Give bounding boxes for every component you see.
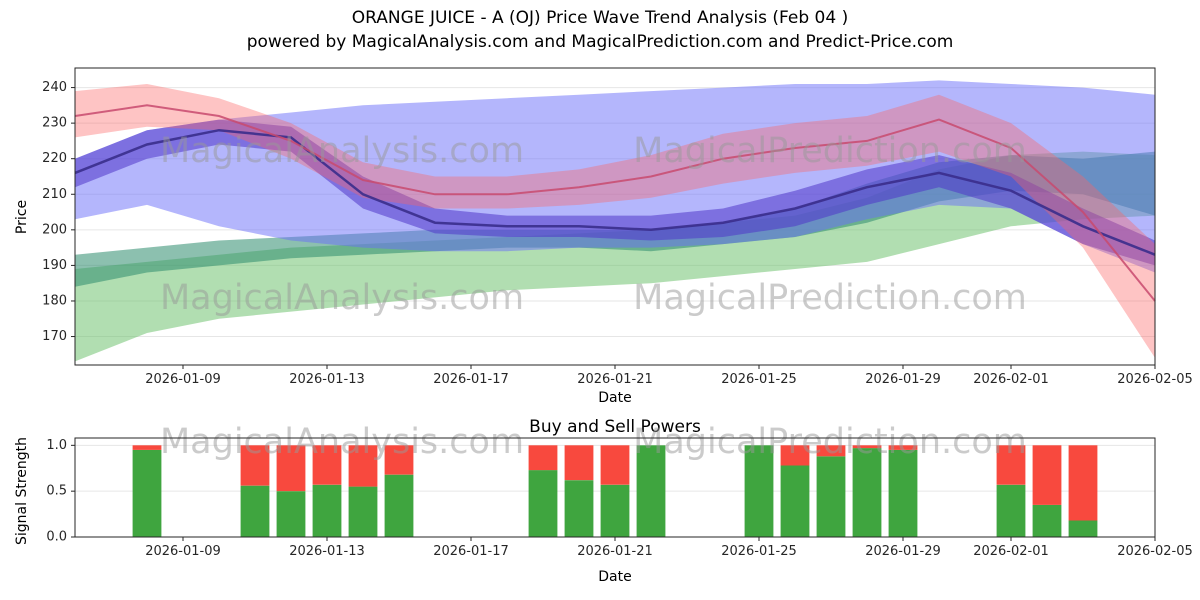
x-tick-label: 2026-02-01 bbox=[973, 372, 1049, 387]
buy-bar bbox=[312, 484, 342, 538]
x-tick-label: 2026-01-25 bbox=[721, 372, 797, 387]
sell-bar bbox=[132, 445, 162, 450]
y-tick-label: 220 bbox=[42, 151, 67, 166]
date-axis-label-top: Date bbox=[598, 390, 632, 406]
x-tick-label: 2026-02-01 bbox=[973, 544, 1049, 559]
buy-bar bbox=[600, 484, 630, 538]
x-tick-label: 2026-01-17 bbox=[433, 544, 509, 559]
watermark-prediction: MagicalPrediction.com bbox=[633, 131, 1027, 171]
buy-bar bbox=[528, 470, 558, 537]
sell-bar bbox=[348, 445, 378, 487]
sell-bar bbox=[816, 445, 846, 457]
purple-trend-line bbox=[74, 128, 1156, 256]
buy-bar bbox=[888, 449, 918, 537]
red-resistance-band bbox=[75, 84, 1155, 358]
y-tick-label: 0.5 bbox=[46, 484, 67, 499]
sell-bar bbox=[780, 445, 810, 466]
x-tick-label: 2026-01-17 bbox=[433, 372, 509, 387]
x-tick-label: 2026-01-13 bbox=[289, 372, 365, 387]
y-tick-label: 210 bbox=[42, 187, 67, 202]
x-tick-label: 2026-01-09 bbox=[145, 372, 221, 387]
watermark-analysis: MagicalAnalysis.com bbox=[160, 278, 524, 318]
date-axis-label-bottom: Date bbox=[598, 569, 632, 585]
x-tick-label: 2026-01-09 bbox=[145, 544, 221, 559]
watermark-prediction: MagicalPrediction.com bbox=[633, 278, 1027, 318]
buy-bar bbox=[132, 449, 162, 537]
y-tick-label: 170 bbox=[42, 329, 67, 344]
buy-bar bbox=[996, 484, 1026, 538]
y-tick-label: 190 bbox=[42, 258, 67, 273]
x-tick-label: 2026-01-13 bbox=[289, 544, 365, 559]
blue-forecast-band bbox=[75, 80, 1155, 273]
buy-bar bbox=[636, 445, 666, 537]
signal-chart-title: Buy and Sell Powers bbox=[529, 417, 701, 437]
y-tick-label: 180 bbox=[42, 293, 67, 308]
chart-title: ORANGE JUICE - A (OJ) Price Wave Trend A… bbox=[351, 8, 849, 28]
sell-bar bbox=[996, 445, 1026, 485]
buy-bar bbox=[852, 448, 882, 537]
sell-bar bbox=[312, 445, 342, 485]
y-tick-label: 240 bbox=[42, 80, 67, 95]
x-tick-label: 2026-02-05 bbox=[1117, 544, 1193, 559]
buy-bar bbox=[744, 445, 774, 537]
watermark-prediction: MagicalPrediction.com bbox=[633, 422, 1027, 462]
buy-bar bbox=[240, 485, 270, 537]
watermark-analysis: MagicalAnalysis.com bbox=[160, 422, 524, 462]
x-tick-label: 2026-01-29 bbox=[865, 372, 941, 387]
x-tick-label: 2026-01-21 bbox=[577, 372, 653, 387]
sell-bar bbox=[600, 445, 630, 485]
sell-bar bbox=[384, 445, 414, 475]
y-tick-label: 230 bbox=[42, 116, 67, 131]
buy-bar bbox=[348, 486, 378, 537]
purple-wave-band bbox=[75, 119, 1155, 266]
price-chart: MagicalAnalysis.com MagicalPrediction.com… bbox=[42, 67, 1193, 387]
buy-bar bbox=[384, 474, 414, 537]
x-tick-label: 2026-01-25 bbox=[721, 544, 797, 559]
buy-bar bbox=[780, 465, 810, 537]
crimson-trend-line bbox=[74, 104, 1156, 302]
buy-bar bbox=[1032, 504, 1062, 537]
sell-bar bbox=[276, 445, 306, 492]
sell-bar bbox=[240, 445, 270, 486]
buy-bar bbox=[276, 491, 306, 537]
x-tick-label: 2026-01-21 bbox=[577, 544, 653, 559]
y-tick-label: 1.0 bbox=[46, 438, 67, 453]
x-tick-label: 2026-02-05 bbox=[1117, 372, 1193, 387]
watermark-analysis: MagicalAnalysis.com bbox=[160, 131, 524, 171]
sell-bar bbox=[528, 445, 558, 471]
y-tick-label: 200 bbox=[42, 222, 67, 237]
x-tick-label: 2026-01-29 bbox=[865, 544, 941, 559]
buy-bar bbox=[1068, 520, 1098, 537]
sell-bar bbox=[1068, 445, 1098, 521]
sell-bar bbox=[852, 445, 882, 449]
sell-bar bbox=[888, 445, 918, 450]
y-tick-label: 0.0 bbox=[46, 530, 67, 545]
signal-chart: MagicalAnalysis.com MagicalPrediction.com… bbox=[46, 422, 1192, 559]
sell-bar bbox=[564, 445, 594, 481]
buy-bar bbox=[564, 480, 594, 537]
chart-subtitle: powered by MagicalAnalysis.com and Magic… bbox=[246, 32, 954, 52]
sell-bar bbox=[1032, 445, 1062, 505]
buy-bar bbox=[816, 456, 846, 537]
